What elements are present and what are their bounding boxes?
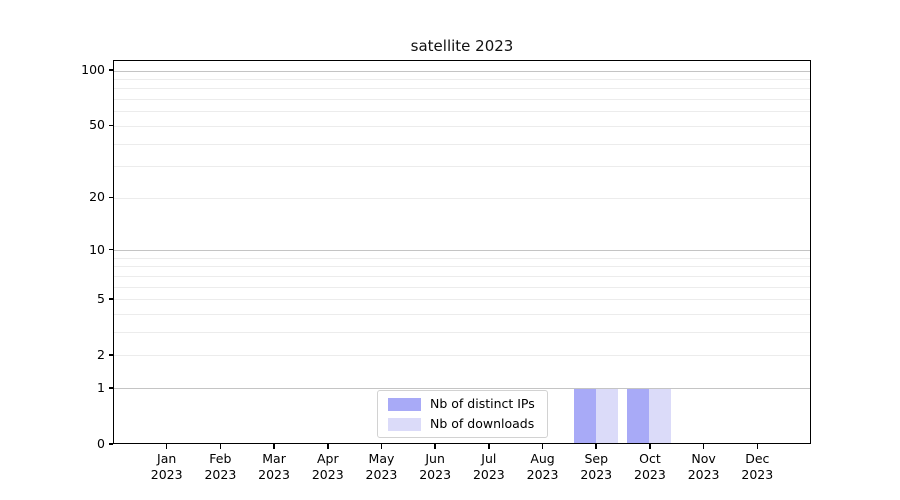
x-tick-mark-feb-2023 xyxy=(219,444,222,449)
gridline-y-7 xyxy=(114,275,810,277)
x-tick-mark-sep-2023 xyxy=(595,444,597,449)
x-tick-label-nov-2023: Nov 2023 xyxy=(687,451,720,482)
bar-nb-of-distinct-ips-sep-2023 xyxy=(573,388,596,443)
legend-swatch-downloads-icon xyxy=(388,417,421,431)
x-tick-mark-jun-2023 xyxy=(434,444,436,449)
y-tick-label-2: 2 xyxy=(97,346,105,362)
x-tick-mark-jan-2023 xyxy=(165,444,168,449)
y-tick-mark-100 xyxy=(109,69,113,71)
x-tick-label-apr-2023: Apr 2023 xyxy=(311,451,344,482)
gridline-y-6 xyxy=(114,286,810,288)
x-tick-mark-aug-2023 xyxy=(541,444,544,449)
y-tick-mark-1 xyxy=(109,387,113,389)
bar-nb-of-downloads-sep-2023 xyxy=(595,388,618,443)
gridline-y-30 xyxy=(114,166,810,168)
y-tick-label-1: 1 xyxy=(97,379,105,395)
x-tick-label-aug-2023: Aug 2023 xyxy=(526,451,559,482)
gridline-y-20 xyxy=(114,197,810,199)
legend-swatch-distinct-ips-icon xyxy=(388,397,421,411)
y-tick-mark-0 xyxy=(109,443,113,445)
y-tick-mark-5 xyxy=(109,298,113,300)
gridline-y-90 xyxy=(114,78,810,80)
y-tick-label-5: 5 xyxy=(97,290,105,306)
x-tick-mark-apr-2023 xyxy=(327,444,329,449)
gridline-y-70 xyxy=(114,99,810,101)
x-tick-mark-dec-2023 xyxy=(756,444,759,449)
y-tick-mark-50 xyxy=(109,124,113,127)
x-tick-label-jan-2023: Jan 2023 xyxy=(150,451,183,482)
legend-item-distinct-ips: Nb of distinct IPs xyxy=(388,397,535,411)
legend-item-downloads: Nb of downloads xyxy=(388,417,535,431)
y-tick-label-100: 100 xyxy=(81,62,105,77)
gridline-y-2 xyxy=(114,355,810,357)
legend: Nb of distinct IPs Nb of downloads xyxy=(377,390,548,438)
x-tick-label-may-2023: May 2023 xyxy=(365,451,398,482)
gridline-y-10 xyxy=(114,250,810,252)
gridline-y-40 xyxy=(114,143,810,145)
x-tick-label-jul-2023: Jul 2023 xyxy=(472,451,505,482)
y-tick-mark-2 xyxy=(109,354,113,356)
gridline-y-4 xyxy=(114,314,810,316)
y-tick-label-50: 50 xyxy=(89,117,105,133)
bar-nb-of-downloads-oct-2023 xyxy=(649,388,672,443)
y-tick-mark-20 xyxy=(109,196,113,199)
legend-label-downloads: Nb of downloads xyxy=(430,416,535,431)
bar-nb-of-distinct-ips-oct-2023 xyxy=(627,388,650,443)
gridline-y-8 xyxy=(114,266,810,268)
legend-label-distinct-ips: Nb of distinct IPs xyxy=(430,396,535,411)
x-tick-label-oct-2023: Oct 2023 xyxy=(634,451,666,482)
gridlines-layer xyxy=(114,61,810,443)
x-tick-label-dec-2023: Dec 2023 xyxy=(741,451,774,482)
gridline-y-60 xyxy=(114,111,810,113)
gridline-y-5 xyxy=(114,299,810,301)
chart-title: satellite 2023 xyxy=(410,37,514,55)
y-tick-label-10: 10 xyxy=(89,241,105,257)
y-tick-label-0: 0 xyxy=(97,436,105,451)
plot-area: Nb of distinct IPs Nb of downloads xyxy=(113,60,811,444)
y-tick-mark-10 xyxy=(109,248,113,251)
gridline-y-9 xyxy=(114,257,810,259)
x-tick-label-sep-2023: Sep 2023 xyxy=(580,451,613,482)
gridline-y-50 xyxy=(114,125,810,127)
x-tick-mark-may-2023 xyxy=(380,444,383,449)
x-tick-mark-mar-2023 xyxy=(273,444,275,449)
x-tick-label-jun-2023: Jun 2023 xyxy=(419,451,452,482)
x-tick-mark-jul-2023 xyxy=(488,444,490,449)
x-tick-mark-nov-2023 xyxy=(702,444,705,449)
bars-layer xyxy=(114,61,810,443)
gridline-y-1 xyxy=(114,388,810,390)
gridline-y-80 xyxy=(114,88,810,90)
x-tick-mark-oct-2023 xyxy=(649,444,651,449)
y-tick-label-20: 20 xyxy=(89,189,105,205)
x-tick-label-feb-2023: Feb 2023 xyxy=(204,451,237,482)
gridline-y-100 xyxy=(114,70,810,72)
x-tick-label-mar-2023: Mar 2023 xyxy=(258,451,290,482)
gridline-y-3 xyxy=(114,332,810,334)
